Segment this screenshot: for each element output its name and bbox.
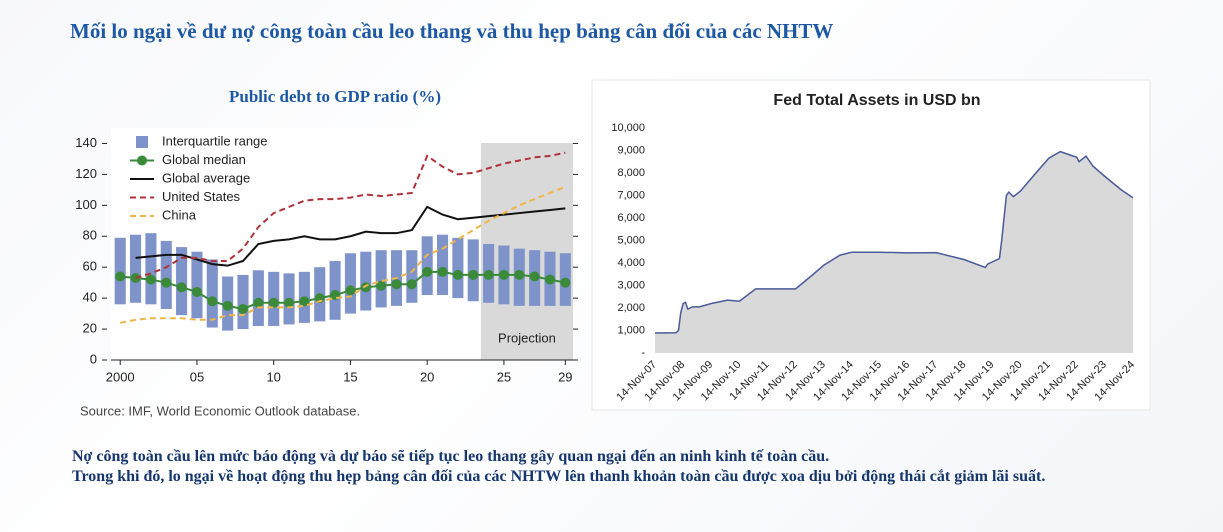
range-bar <box>130 234 142 303</box>
y-tick-label: 0 <box>90 351 97 366</box>
x-tick-label: 05 <box>190 369 204 384</box>
marker <box>360 282 371 293</box>
y-tick-label: 7,000 <box>617 189 645 201</box>
range-bar <box>114 237 126 305</box>
y-tick-label: 3,000 <box>617 279 645 291</box>
y-tick-label: 20 <box>83 321 97 336</box>
legend-swatch <box>137 155 147 166</box>
y-tick-label: 6,000 <box>617 212 645 224</box>
x-tick-label: 29 <box>558 369 572 384</box>
marker <box>544 274 555 285</box>
marker <box>437 266 448 277</box>
marker <box>529 271 540 282</box>
y-tick-label: 2,000 <box>617 302 645 314</box>
range-bar <box>191 251 203 319</box>
range-bar <box>421 236 433 296</box>
projection-label: Projection <box>498 330 556 345</box>
marker <box>452 269 463 280</box>
y-tick-label: 120 <box>75 166 97 181</box>
marker <box>514 269 525 280</box>
marker <box>483 269 494 280</box>
marker <box>498 269 509 280</box>
legend-swatch <box>136 136 148 148</box>
y-tick-label: 140 <box>75 135 97 150</box>
y-tick-label: 80 <box>83 228 97 243</box>
marker <box>176 282 187 293</box>
caption: Nợ công toàn cầu lên mức báo động và dự … <box>72 447 1182 487</box>
range-bar <box>176 247 188 316</box>
range-bar <box>375 250 387 308</box>
projection-region <box>480 143 573 360</box>
chart-title: Fed Total Assets in USD bn <box>773 92 980 109</box>
y-tick-label: - <box>641 347 645 359</box>
marker <box>376 280 387 291</box>
marker <box>191 286 202 297</box>
source: Source: IMF, World Economic Outlook data… <box>80 403 360 418</box>
legend-label: United States <box>162 189 241 204</box>
slide: Mối lo ngại về dư nợ công toàn cầu leo t… <box>70 19 1151 418</box>
range-bar <box>206 259 218 328</box>
marker <box>422 266 433 277</box>
y-tick-label: 100 <box>75 197 97 212</box>
legend-label: Global average <box>162 170 250 185</box>
series-line <box>135 205 566 267</box>
marker <box>560 277 571 288</box>
range-bar <box>452 237 464 299</box>
range-bar <box>160 240 172 309</box>
area <box>655 151 1133 353</box>
x-tick-label: 15 <box>343 369 357 384</box>
y-tick-label: 60 <box>83 259 97 274</box>
y-tick-label: 4,000 <box>617 257 645 269</box>
marker <box>406 279 417 290</box>
range-bar <box>406 250 418 303</box>
chart-title: Public debt to GDP ratio (%) <box>229 87 441 106</box>
caption-line: Nợ công toàn cầu lên mức báo động và dự … <box>72 448 830 465</box>
series-line <box>135 151 566 279</box>
marker <box>145 274 156 285</box>
marker <box>468 269 479 280</box>
y-tick-label: 9,000 <box>617 144 645 156</box>
area-line <box>654 150 1134 334</box>
series-line <box>120 185 566 324</box>
marker <box>284 297 295 308</box>
caption-line: Trong khi đó, lo ngại về hoạt động thu h… <box>72 468 1046 485</box>
marker <box>268 297 279 308</box>
y-tick-label: 1,000 <box>617 324 645 336</box>
legend-label: Interquartile range <box>162 133 268 148</box>
range-bar <box>145 233 157 305</box>
y-tick-label: 8,000 <box>617 167 645 179</box>
y-tick-label: 40 <box>83 290 97 305</box>
marker <box>345 285 356 296</box>
legend-label: Global median <box>162 152 246 167</box>
x-tick-label: 10 <box>266 369 280 384</box>
marker <box>238 303 248 314</box>
x-tick-label: 2000 <box>106 369 135 384</box>
marker <box>207 296 218 307</box>
marker <box>299 296 310 307</box>
marker <box>253 297 264 308</box>
range-bar <box>360 251 372 311</box>
marker <box>222 300 233 311</box>
legend-label: China <box>162 207 197 222</box>
range-bar <box>344 253 356 314</box>
x-tick-label: 25 <box>497 369 511 384</box>
marker <box>115 271 126 282</box>
marker <box>391 279 402 290</box>
marker <box>161 277 172 288</box>
y-tick-label: 10,000 <box>611 122 645 134</box>
x-tick-label: 20 <box>420 369 434 384</box>
slide-title: Mối lo ngại về dư nợ công toàn cầu leo t… <box>70 19 833 43</box>
y-tick-label: 5,000 <box>617 234 645 246</box>
range-bar <box>237 274 249 330</box>
range-bar <box>436 234 449 296</box>
